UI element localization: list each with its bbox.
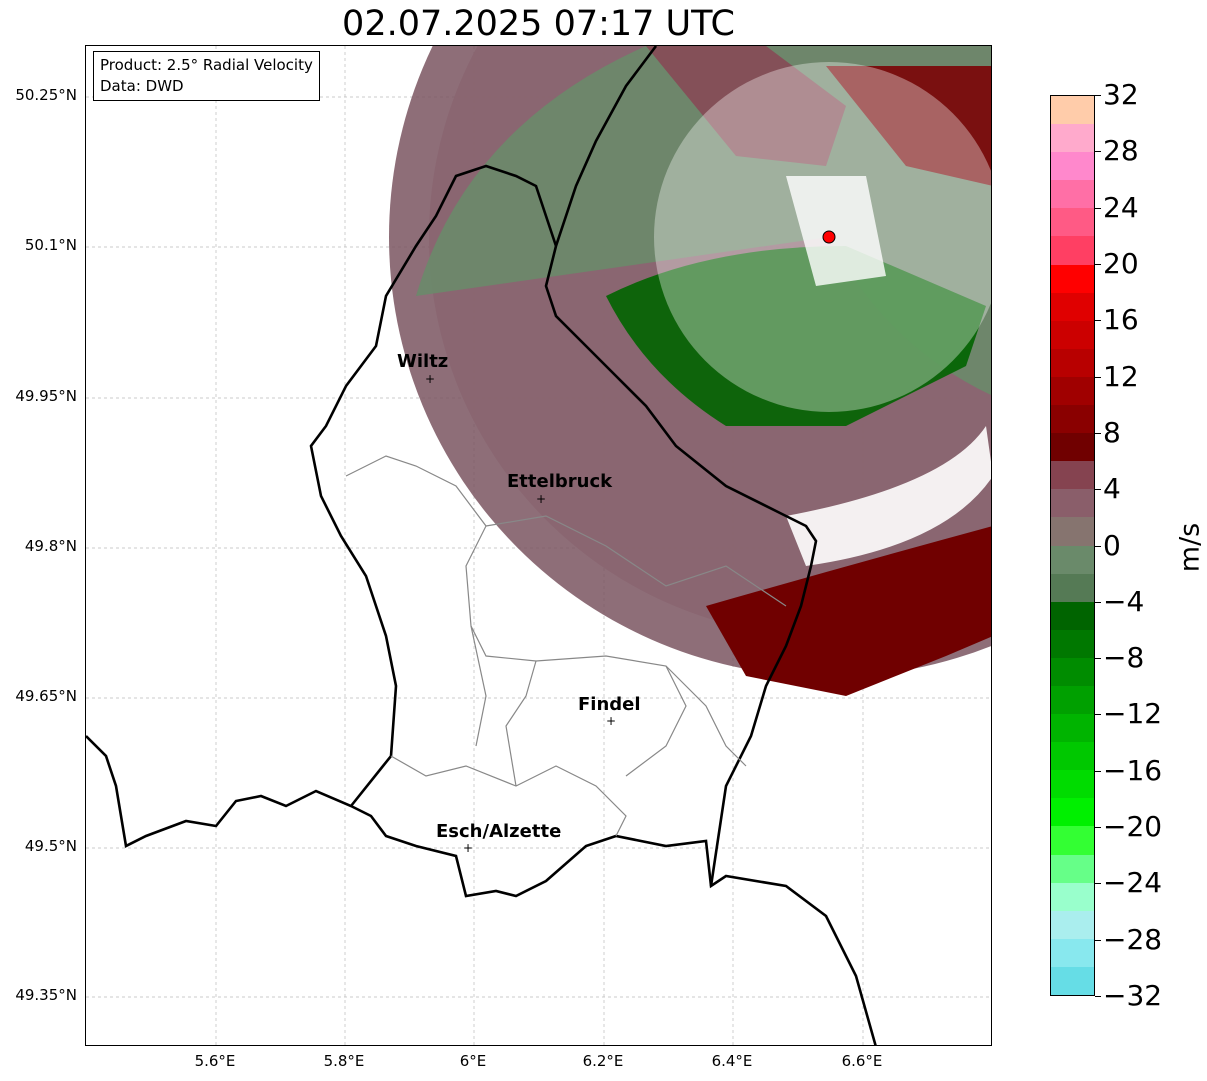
colorbar-segment xyxy=(1051,685,1094,715)
colorbar-tick-mark xyxy=(1095,95,1101,96)
colorbar-tick-mark xyxy=(1095,151,1101,153)
colorbar-tick-label: −4 xyxy=(1103,584,1145,618)
colorbar-tick-mark xyxy=(1095,601,1101,603)
lon-tick: 5.6°E xyxy=(194,1052,236,1070)
colorbar-tick-mark xyxy=(1095,320,1101,322)
colorbar-segment xyxy=(1051,124,1094,153)
colorbar-tick-label: 28 xyxy=(1103,134,1139,168)
colorbar-label: m/s xyxy=(1174,522,1206,573)
colorbar-tick-mark xyxy=(1095,883,1101,885)
colorbar-segment xyxy=(1051,882,1094,911)
colorbar-segment xyxy=(1051,629,1094,658)
colorbar-segment xyxy=(1051,348,1094,377)
colorbar-segment xyxy=(1051,910,1094,939)
colorbar-segment xyxy=(1051,405,1094,434)
colorbar-tick-mark xyxy=(1095,996,1101,997)
colorbar-segment xyxy=(1051,938,1094,967)
radar-echoes xyxy=(389,46,991,696)
colorbar-tick-mark xyxy=(1095,714,1101,716)
colorbar-segment xyxy=(1051,714,1094,743)
colorbar-segment xyxy=(1051,854,1094,883)
colorbar-segment xyxy=(1051,236,1094,265)
colorbar-tick-label: −12 xyxy=(1103,697,1163,731)
colorbar-segment xyxy=(1051,573,1094,602)
colorbar-segment xyxy=(1051,264,1094,293)
colorbar-segment xyxy=(1051,826,1094,855)
colorbar-segment xyxy=(1051,601,1094,630)
city-marker-icon: + xyxy=(463,841,474,855)
colorbar-tick-label: 16 xyxy=(1103,303,1139,337)
colorbar-segment xyxy=(1051,376,1094,406)
colorbar-tick-mark xyxy=(1095,658,1101,660)
lat-tick: 49.8°N xyxy=(24,537,77,555)
colorbar-segment xyxy=(1051,798,1094,827)
city-label-esch-alzette: Esch/Alzette xyxy=(436,821,562,842)
city-marker-icon: + xyxy=(536,492,547,506)
colorbar-tick-label: −28 xyxy=(1103,922,1163,956)
colorbar-tick-mark xyxy=(1095,939,1101,941)
city-label-findel: Findel xyxy=(578,694,641,715)
colorbar-tick-label: 4 xyxy=(1103,472,1121,506)
colorbar xyxy=(1050,95,1095,996)
colorbar-segment xyxy=(1051,966,1094,995)
radar-map[interactable] xyxy=(85,45,992,1046)
lat-tick: 50.25°N xyxy=(15,86,77,104)
colorbar-segment xyxy=(1051,461,1094,490)
colorbar-tick-label: −16 xyxy=(1103,753,1163,787)
lon-tick: 5.8°E xyxy=(323,1052,365,1070)
colorbar-segment xyxy=(1051,320,1094,349)
city-marker-icon: + xyxy=(425,372,436,386)
colorbar-segment xyxy=(1051,742,1094,771)
colorbar-segment xyxy=(1051,770,1094,799)
colorbar-tick-mark xyxy=(1095,207,1101,209)
map-canvas xyxy=(86,46,991,1045)
colorbar-segment xyxy=(1051,180,1094,209)
colorbar-tick-mark xyxy=(1095,263,1101,265)
canton-borders xyxy=(345,455,787,837)
colorbar-segment xyxy=(1051,657,1094,686)
colorbar-segment xyxy=(1051,545,1094,574)
lat-tick: 49.95°N xyxy=(15,387,77,405)
radar-site-marker xyxy=(822,230,836,244)
city-marker-icon: + xyxy=(606,714,617,728)
colorbar-segment xyxy=(1051,489,1094,518)
product-info-box: Product: 2.5° Radial Velocity Data: DWD xyxy=(93,51,320,101)
colorbar-tick-label: −32 xyxy=(1103,979,1163,1012)
colorbar-tick-mark xyxy=(1095,770,1101,772)
lon-tick: 6.2°E xyxy=(582,1052,624,1070)
colorbar-tick-label: −8 xyxy=(1103,641,1145,675)
city-label-ettelbruck: Ettelbruck xyxy=(507,471,613,492)
lat-tick: 49.65°N xyxy=(15,687,77,705)
colorbar-tick-mark xyxy=(1095,489,1101,491)
lon-tick: 6.6°E xyxy=(841,1052,883,1070)
colorbar-tick-mark xyxy=(1095,827,1101,829)
colorbar-segment xyxy=(1051,517,1094,546)
data-source-label: Data: DWD xyxy=(100,77,184,95)
colorbar-tick-mark xyxy=(1095,376,1101,378)
colorbar-tick-mark xyxy=(1095,432,1101,434)
colorbar-segment xyxy=(1051,292,1094,321)
colorbar-tick-label: 32 xyxy=(1103,78,1139,111)
lon-tick: 6.4°E xyxy=(711,1052,753,1070)
lon-tick: 6°E xyxy=(459,1052,487,1070)
colorbar-tick-label: −20 xyxy=(1103,810,1163,844)
colorbar-tick-label: 0 xyxy=(1103,528,1121,562)
colorbar-tick-label: 12 xyxy=(1103,359,1139,393)
lat-tick: 50.1°N xyxy=(24,236,77,254)
map-title: 02.07.2025 07:17 UTC xyxy=(342,4,735,44)
colorbar-segment xyxy=(1051,433,1094,462)
city-label-wiltz: Wiltz xyxy=(397,351,449,372)
lat-tick: 49.35°N xyxy=(15,986,77,1004)
colorbar-segment xyxy=(1051,208,1094,237)
lat-tick: 49.5°N xyxy=(24,837,77,855)
colorbar-tick-label: 8 xyxy=(1103,415,1121,449)
colorbar-segment xyxy=(1051,96,1094,125)
product-label: Product: 2.5° Radial Velocity xyxy=(100,56,313,74)
colorbar-tick-label: 20 xyxy=(1103,246,1139,280)
colorbar-tick-mark xyxy=(1095,545,1101,547)
colorbar-tick-label: −24 xyxy=(1103,866,1163,900)
colorbar-tick-label: 24 xyxy=(1103,190,1139,224)
colorbar-segment xyxy=(1051,152,1094,181)
country-borders xyxy=(86,46,877,1045)
